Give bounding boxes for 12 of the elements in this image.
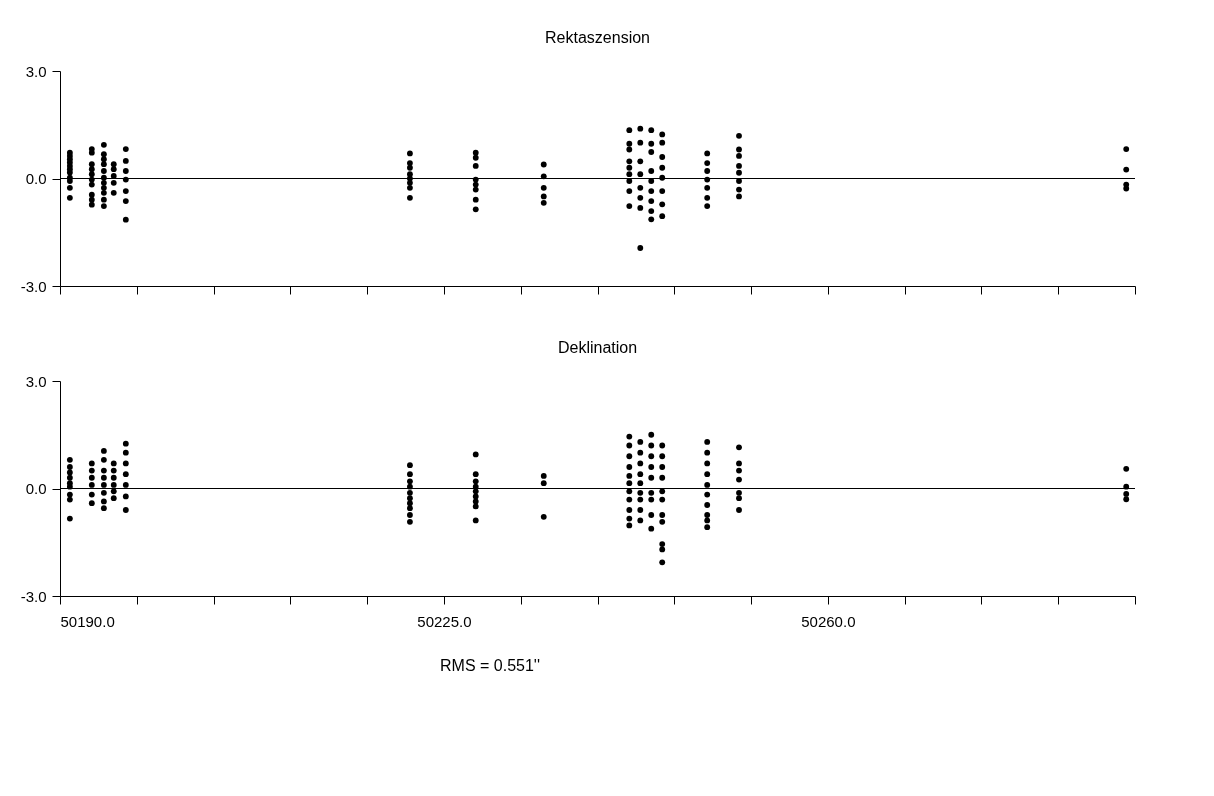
x-tick-label: 50225.0 bbox=[417, 612, 472, 630]
y-tick-label: -3.0 bbox=[20, 277, 47, 295]
y-tick-label: 0.0 bbox=[25, 480, 47, 497]
chart-title: Deklination bbox=[557, 339, 638, 356]
y-tick-label: 0.0 bbox=[25, 170, 47, 187]
y-tick-label: 3.0 bbox=[25, 62, 47, 80]
text: RMS = 0.551'' bbox=[440, 657, 540, 674]
chart-title: Rektaszension bbox=[545, 29, 650, 46]
y-tick-label: 3.0 bbox=[25, 372, 47, 390]
x-tick-label: 50190.0 bbox=[60, 612, 115, 630]
y-tick-label: -3.0 bbox=[20, 587, 47, 605]
x-tick-label: 50260.0 bbox=[801, 612, 856, 630]
